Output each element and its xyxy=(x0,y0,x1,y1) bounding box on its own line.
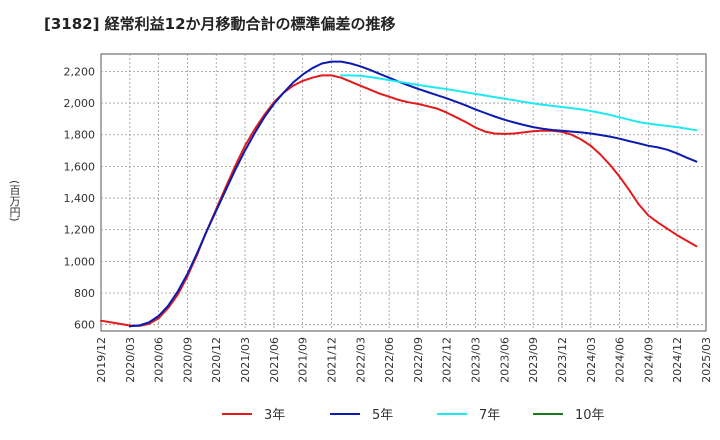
x-tick-label: 2023/06 xyxy=(498,337,511,383)
x-tick-label: 2024/03 xyxy=(585,337,598,383)
x-tick-label: 2024/06 xyxy=(614,337,627,383)
series-line-5年 xyxy=(128,60,698,328)
x-tick-label: 2020/03 xyxy=(124,337,137,383)
y-tick-label: 2,200 xyxy=(64,65,96,78)
y-tick-label: 1,600 xyxy=(64,160,96,173)
y-tick-label: 2,000 xyxy=(64,97,96,110)
x-tick-label: 2022/06 xyxy=(383,337,396,383)
x-tick-label: 2021/09 xyxy=(297,337,310,383)
legend: 3年 5年 7年 10年 xyxy=(222,408,605,423)
y-tick-label: 1,000 xyxy=(64,255,96,268)
x-tick-label: 2023/03 xyxy=(470,337,483,383)
y-tick-label: 600 xyxy=(74,319,95,332)
y-tick-label: 800 xyxy=(74,287,95,300)
series-line-7年 xyxy=(340,74,698,132)
x-tick-label: 2025/03 xyxy=(700,337,713,383)
legend-label: 3年 xyxy=(264,408,285,423)
x-tick-label: 2020/09 xyxy=(181,337,194,383)
legend-label: 5年 xyxy=(372,408,393,423)
y-tick-label: 1,800 xyxy=(64,129,96,142)
x-tick-label: 2024/09 xyxy=(642,337,655,383)
x-tick-label: 2023/12 xyxy=(556,337,569,383)
y-axis-label: (百万円) xyxy=(8,180,21,222)
y-tick-label: 1,400 xyxy=(64,192,96,205)
legend-label: 7年 xyxy=(479,408,500,423)
x-tick-label: 2021/06 xyxy=(268,337,281,383)
x-tick-label: 2020/06 xyxy=(153,337,166,383)
x-tick-label: 2024/12 xyxy=(671,337,684,383)
plot-frame xyxy=(100,53,707,332)
x-tick-label: 2020/12 xyxy=(210,337,223,383)
x-tick-label: 2019/12 xyxy=(95,337,108,383)
chart-title: [3182] 経常利益12か月移動合計の標準偏差の推移 xyxy=(44,15,396,33)
y-tick-label: 1,200 xyxy=(64,224,96,237)
x-tick-label: 2022/09 xyxy=(412,337,425,383)
legend-label: 10年 xyxy=(575,408,605,423)
x-tick-label: 2023/09 xyxy=(527,337,540,383)
x-tick-label: 2021/12 xyxy=(325,337,338,383)
x-tick-label: 2021/03 xyxy=(239,337,252,383)
x-tick-label: 2022/12 xyxy=(441,337,454,383)
x-tick-label: 2022/03 xyxy=(354,337,367,383)
